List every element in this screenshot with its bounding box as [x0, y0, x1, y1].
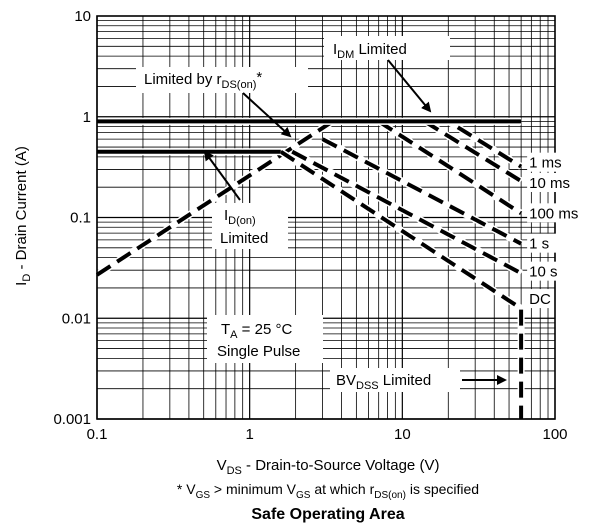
x-tick-label: 100 — [542, 426, 567, 443]
rds-label: Limited by rDS(on)* — [144, 69, 262, 91]
idon-label: ID(on) — [224, 207, 256, 227]
x-tick-label: 0.1 — [87, 426, 108, 443]
chart-curves — [95, 117, 525, 419]
bvdss-label-box — [330, 368, 460, 392]
ta-label-box — [207, 315, 323, 363]
rds-label-box — [136, 67, 308, 93]
idm-arrow — [387, 59, 432, 113]
curve-label-bg — [527, 233, 559, 253]
tick-labels: 0.1 1 10 100 10 1 0.1 0.01 0.001 — [53, 8, 567, 443]
bvdss-label: BVDSS Limited — [336, 372, 431, 392]
curve-label: 100 ms — [529, 205, 578, 222]
ta-label-line2: Single Pulse — [217, 343, 300, 360]
idon-label-box — [212, 203, 288, 249]
curve-label: 1 ms — [529, 155, 562, 172]
curve-label: DC — [529, 291, 551, 308]
y-tick-label: 1 — [83, 109, 91, 126]
curve-label: 1 s — [529, 236, 549, 253]
y-axis-title: ID - Drain Current (A) — [13, 146, 33, 286]
chart-title: Safe Operating Area — [251, 506, 404, 523]
x-tick-label: 1 — [245, 426, 253, 443]
series-line-10-ms — [423, 119, 523, 183]
curve-label-bg — [527, 289, 551, 309]
rds-arrow — [242, 92, 292, 138]
footnote: * VGS > minimum VGS at which rDS(on) is … — [177, 481, 479, 501]
series-line-dc — [279, 150, 524, 419]
y-tick-label: 0.01 — [62, 310, 91, 327]
series-line-100-ms — [377, 119, 523, 215]
curve-label-bg — [527, 173, 577, 193]
idon-label-line2: Limited — [220, 230, 268, 247]
x-axis-title: VDS - Drain-to-Source Voltage (V) — [217, 457, 440, 477]
curve-label-bg — [527, 203, 585, 223]
idon-arrow — [203, 150, 241, 201]
curve-labels: 1 ms 10 ms 100 ms 1 s 10 s DC — [527, 152, 585, 309]
ta-label: TA = 25 °C — [221, 321, 292, 341]
curve-label-bg — [527, 261, 568, 281]
curve-label: 10 ms — [529, 175, 570, 192]
curve-label: 10 s — [529, 264, 557, 281]
y-tick-label: 10 — [74, 8, 91, 25]
y-tick-label: 0.1 — [70, 210, 91, 227]
x-tick-label: 10 — [394, 426, 411, 443]
idm-label: IDM Limited — [333, 41, 407, 61]
curve-label-bg — [527, 152, 568, 172]
y-tick-label: 0.001 — [53, 411, 91, 428]
series-line-1-s — [321, 137, 523, 246]
series-line-10-s — [291, 149, 523, 275]
idm-label-box — [324, 36, 450, 60]
